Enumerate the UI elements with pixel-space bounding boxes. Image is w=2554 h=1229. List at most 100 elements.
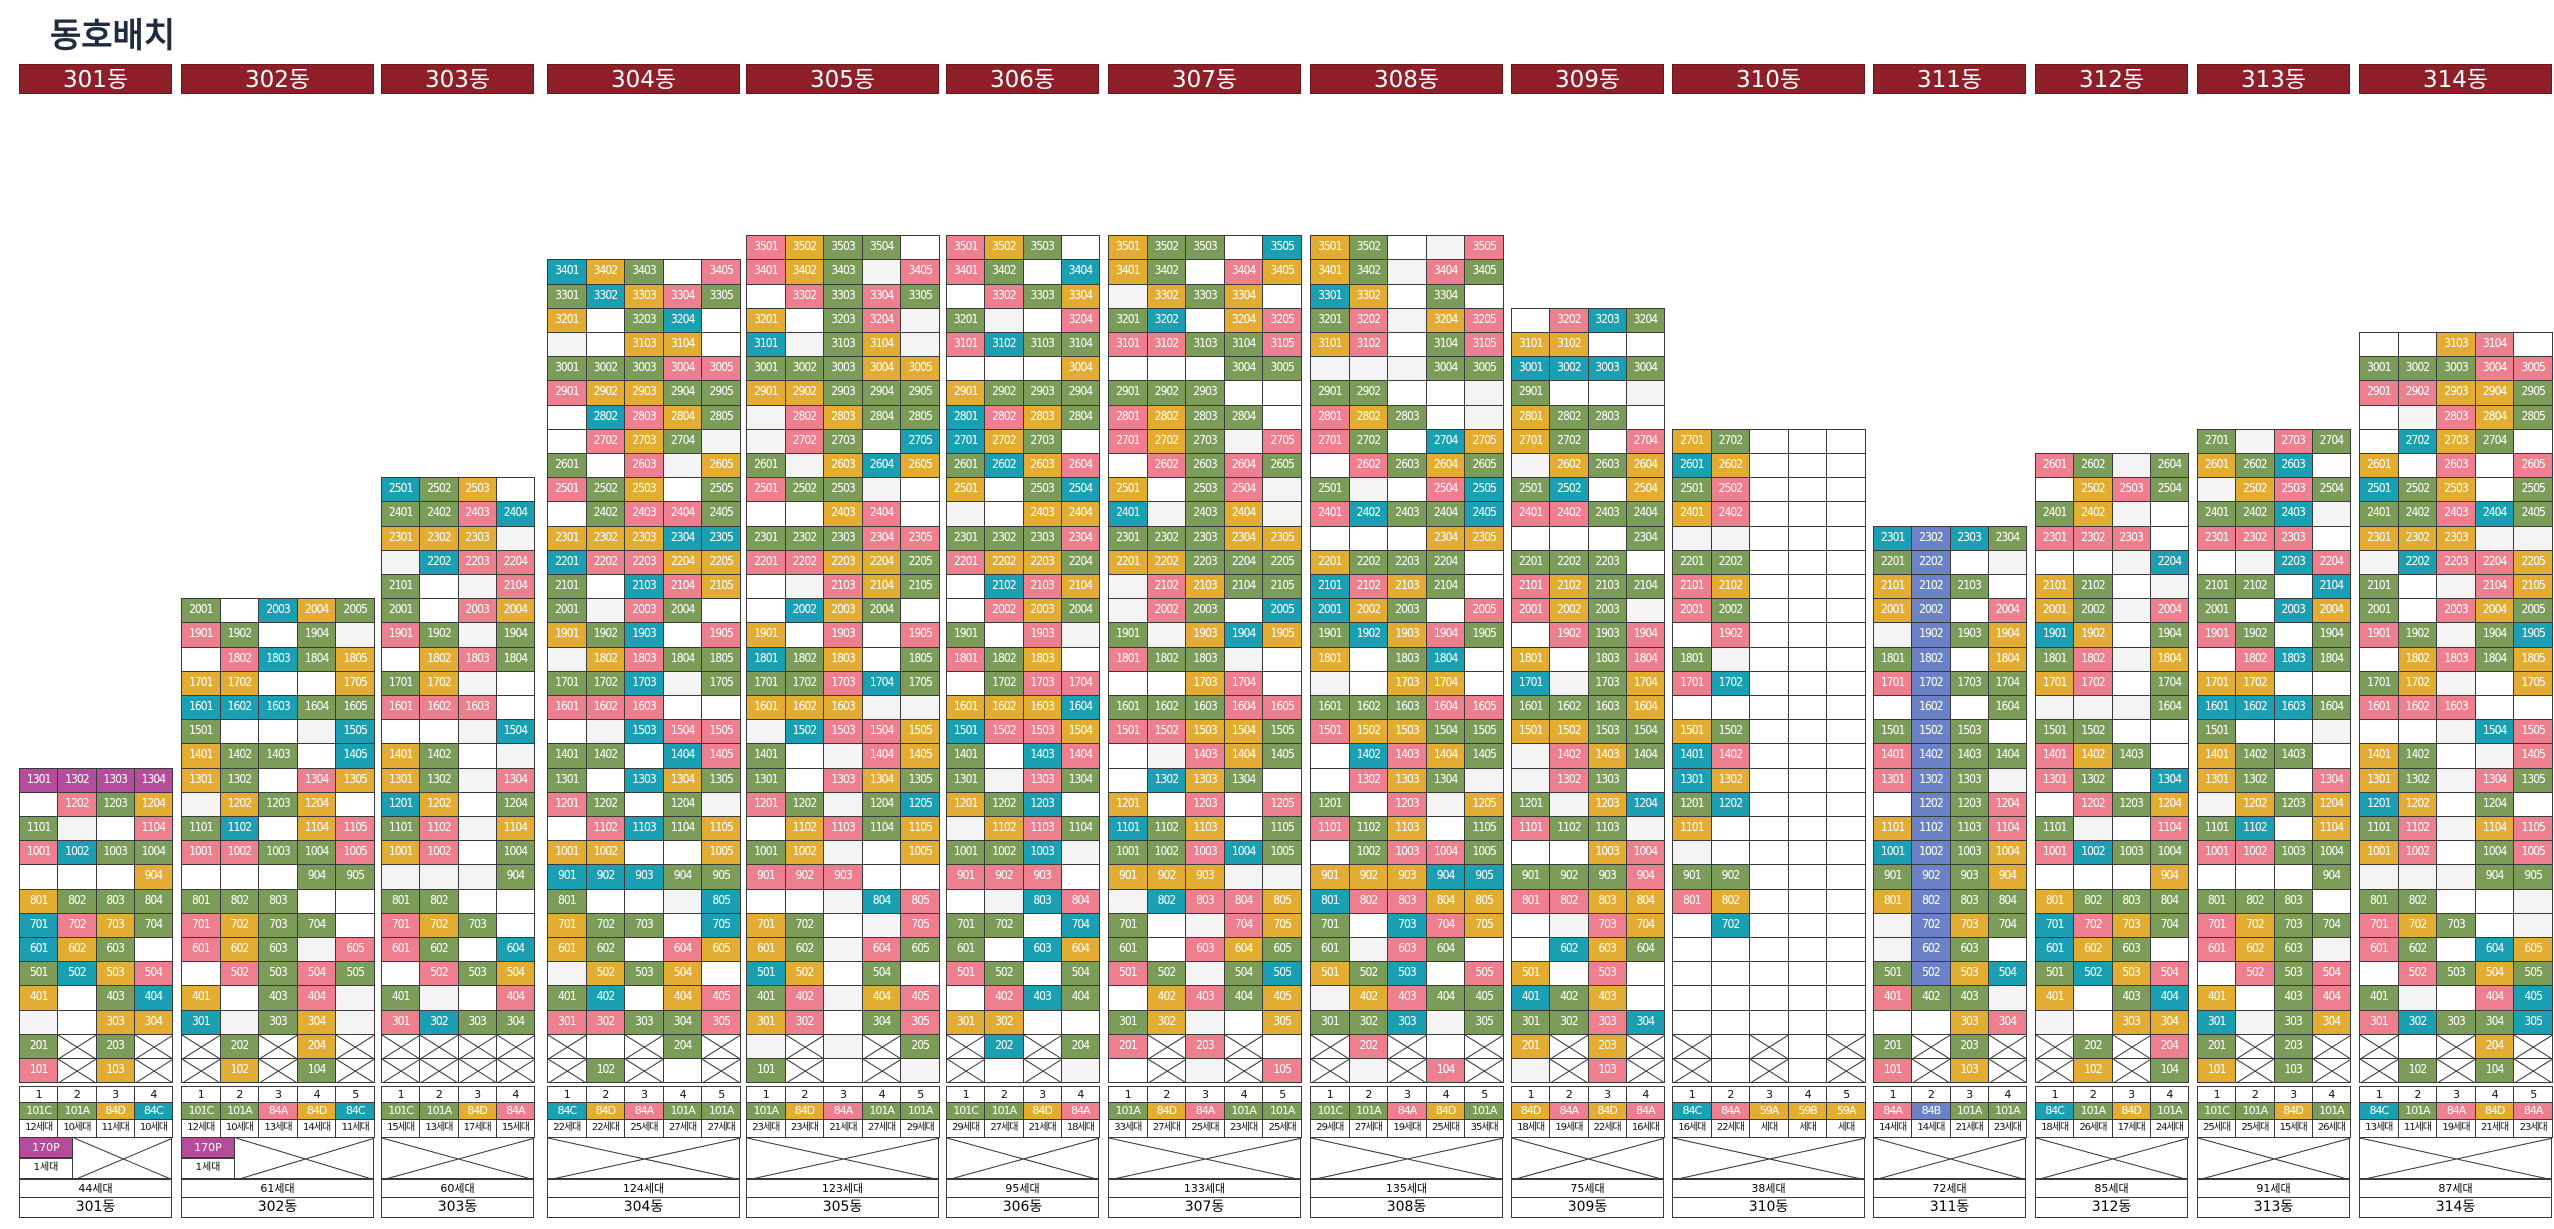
unit-cell: 1302 xyxy=(1710,767,1751,793)
unit-cell: 2704 xyxy=(1625,428,1665,454)
unit-cell xyxy=(1672,961,1712,987)
unit-cell: 504 xyxy=(861,961,902,987)
unit-cell: 2305 xyxy=(1262,525,1302,551)
unit-cell: 201 xyxy=(19,1033,59,1059)
unit-cell: 2401 xyxy=(1511,501,1551,527)
unit-count-label: 15세대 xyxy=(2273,1119,2313,1139)
unit-type-label: 84A xyxy=(495,1102,535,1121)
unit-cell: 1703 xyxy=(1387,670,1427,696)
line-number: 3 xyxy=(624,1086,664,1104)
unit-cell xyxy=(2149,574,2189,600)
unit-cell: 504 xyxy=(133,961,173,987)
unit-cell: 2801 xyxy=(1310,404,1350,430)
unit-cell: 2002 xyxy=(984,598,1024,624)
unit-cell xyxy=(1387,356,1427,382)
unit-cell: 1305 xyxy=(335,767,375,793)
unit-cell xyxy=(1826,816,1866,842)
unit-cell: 1104 xyxy=(2311,816,2351,842)
unit-cell: 2205 xyxy=(900,549,940,575)
unit-cell: 503 xyxy=(2436,961,2476,987)
unit-cell: 2005 xyxy=(1262,598,1302,624)
unit-type-label: 59B xyxy=(1787,1102,1828,1121)
unit-cell: 503 xyxy=(1587,961,1627,987)
unit-cell: 2103 xyxy=(624,574,664,600)
unit-cell xyxy=(1262,501,1302,527)
unit-cell: 3301 xyxy=(1310,283,1350,309)
unit-cell xyxy=(181,791,221,817)
unit-cell xyxy=(1749,598,1789,624)
unit-cell xyxy=(1873,622,1913,648)
unit-type-label: 101A xyxy=(746,1102,786,1121)
unit-cell: 1302 xyxy=(2235,767,2275,793)
unit-cell xyxy=(1511,307,1551,333)
unit-cell: 3303 xyxy=(1185,283,1225,309)
unit-cell: 2001 xyxy=(1310,598,1350,624)
unit-cell: 2203 xyxy=(624,549,664,575)
line-number: 4 xyxy=(861,1086,902,1104)
unit-cell: 2102 xyxy=(984,574,1024,600)
unit-cell xyxy=(984,937,1024,963)
unit-cell: 303 xyxy=(95,1009,135,1035)
unit-cell: 1602 xyxy=(1911,695,1951,721)
unit-cell xyxy=(2436,937,2476,963)
unit-cell xyxy=(1987,574,2027,600)
unit-cell: 2404 xyxy=(1625,501,1665,527)
unit-cell: 2605 xyxy=(1464,453,1504,479)
unit-cell: 201 xyxy=(1873,1033,1913,1059)
unit-cell xyxy=(1060,622,1100,648)
unit-cell xyxy=(2397,719,2438,745)
unit-cell xyxy=(1223,646,1264,672)
unit-cell: 1602 xyxy=(585,695,626,721)
unit-cell xyxy=(1873,912,1913,938)
unit-cell xyxy=(861,428,902,454)
unit-cell: 1103 xyxy=(1185,816,1225,842)
unit-cell xyxy=(784,453,825,479)
unit-cell xyxy=(1787,985,1828,1011)
unit-cell: 3003 xyxy=(823,356,863,382)
unit-cell: 502 xyxy=(1146,961,1187,987)
unit-cell xyxy=(1826,1058,1866,1084)
unit-cell xyxy=(1787,549,1828,575)
unit-cell xyxy=(95,816,135,842)
line-number: 3 xyxy=(457,1086,497,1104)
unit-cell: 1802 xyxy=(419,646,459,672)
unit-count-label: 21세대 xyxy=(2474,1119,2515,1139)
unit-cell: 1404 xyxy=(662,743,703,769)
unit-cell xyxy=(1949,598,1989,624)
unit-cell xyxy=(1749,1009,1789,1035)
unit-type-label: 101A xyxy=(1223,1102,1264,1121)
unit-cell: 701 xyxy=(1310,912,1350,938)
unit-cell xyxy=(1310,670,1350,696)
unit-cell xyxy=(1787,1009,1828,1035)
unit-cell: 1103 xyxy=(1949,816,1989,842)
unit-cell: 1302 xyxy=(57,767,97,793)
unit-cell: 3304 xyxy=(662,283,703,309)
building-total-count: 87세대 xyxy=(2359,1179,2552,1199)
unit-cell: 601 xyxy=(381,937,421,963)
unit-cell: 1204 xyxy=(2149,791,2189,817)
line-number: 1 xyxy=(1310,1086,1350,1104)
unit-cell: 1903 xyxy=(624,622,664,648)
unit-cell: 1905 xyxy=(701,622,741,648)
unit-cell: 2601 xyxy=(1672,453,1712,479)
unit-cell: 1804 xyxy=(296,646,337,672)
unit-cell: 803 xyxy=(2273,888,2313,914)
unit-cell: 1702 xyxy=(419,670,459,696)
unit-cell: 2804 xyxy=(861,404,902,430)
unit-cell xyxy=(1826,961,1866,987)
unit-cell: 1104 xyxy=(1060,816,1100,842)
unit-cell: 2304 xyxy=(1987,525,2027,551)
unit-cell: 3405 xyxy=(1262,259,1302,285)
unit-cell: 2401 xyxy=(2359,501,2399,527)
unit-cell: 1204 xyxy=(2474,791,2515,817)
unit-cell xyxy=(1787,743,1828,769)
line-number: 5 xyxy=(900,1086,940,1104)
unit-cell: 801 xyxy=(381,888,421,914)
summary-blank xyxy=(1108,1137,1301,1180)
building-header-307: 307동 xyxy=(1108,64,1301,94)
unit-cell: 2003 xyxy=(1387,598,1427,624)
unit-cell xyxy=(547,404,587,430)
building-total-count: 72세대 xyxy=(1873,1179,2026,1199)
unit-cell xyxy=(258,1033,298,1059)
unit-cell: 2401 xyxy=(1672,501,1712,527)
